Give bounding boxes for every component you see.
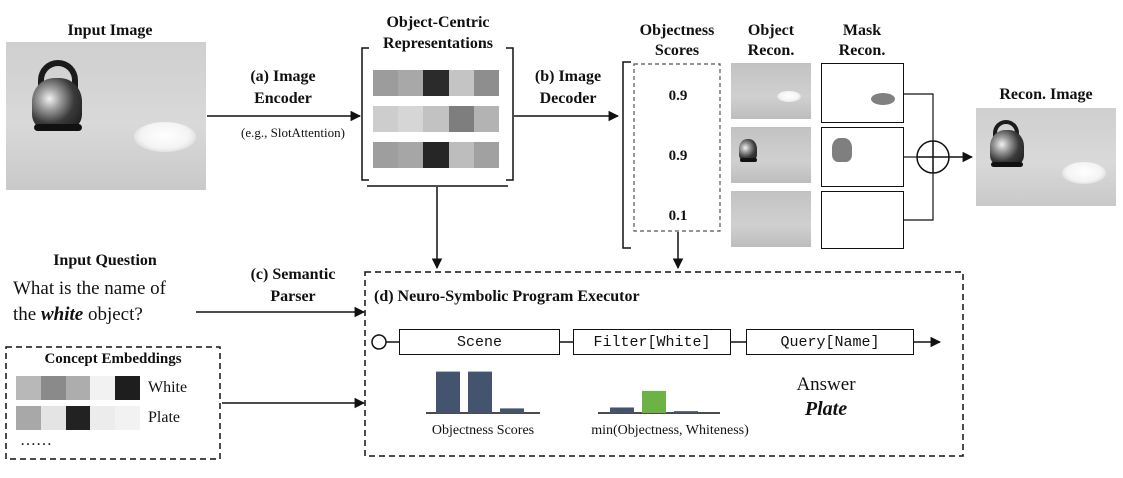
concept-label-white: White <box>148 379 188 396</box>
program-start-node <box>371 334 387 350</box>
objectness-dashed-box <box>633 63 721 232</box>
object-recon-1 <box>731 63 811 119</box>
image-encoder-label-2: Encoder <box>254 90 312 107</box>
mask-recon-1 <box>821 63 904 123</box>
objectness-bracket <box>622 61 631 249</box>
bar-chart-1-caption: Objectness Scores <box>431 423 535 438</box>
objectness-score-2: 0.9 <box>668 148 688 164</box>
semantic-parser-label-1: (c) Semantic <box>250 266 336 283</box>
question-line-1: What is the name of <box>13 278 167 299</box>
program-step-scene: Scene <box>399 329 560 355</box>
program-step-filter: Filter[White] <box>573 329 731 355</box>
concept-embeddings-box <box>5 346 221 460</box>
object-recon-label-1: Object <box>747 22 795 39</box>
mask-recon-2 <box>821 127 904 187</box>
concept-embeddings-title: Concept Embeddings <box>44 351 182 367</box>
executor-box <box>364 271 964 457</box>
mask-recon-label-2: Recon. <box>838 42 886 59</box>
concept-label-plate: Plate <box>148 409 180 426</box>
object-recon-2 <box>731 127 811 183</box>
input-image <box>6 42 206 190</box>
mask-recon-3 <box>821 191 904 249</box>
concept-more: …… <box>20 432 52 449</box>
bar-marks <box>436 371 698 413</box>
objectness-label-2: Scores <box>654 42 700 59</box>
representations-bracket-right <box>506 47 514 181</box>
objectness-score-1: 0.9 <box>668 88 688 104</box>
bar-chart-1-bar-1 <box>436 371 460 413</box>
bar-chart-2-caption: min(Objectness, Whiteness) <box>591 423 749 438</box>
executor-title: (d) Neuro-Symbolic Program Executor <box>374 288 640 305</box>
bar-chart-2-bar-1 <box>610 407 634 413</box>
mask-recon-label-1: Mask <box>842 22 882 39</box>
semantic-parser-label-2: Parser <box>270 288 316 305</box>
concept-vector-white <box>16 376 140 400</box>
object-centric-label-1: Object-Centric <box>386 14 490 31</box>
objectness-label-1: Objectness <box>639 22 715 39</box>
objectness-score-3: 0.1 <box>668 208 688 224</box>
input-question-label: Input Question <box>53 252 157 269</box>
image-encoder-label-1: (a) Image <box>250 68 316 85</box>
bar-chart-2-bar-2 <box>642 390 666 413</box>
program-step-query: Query[Name] <box>746 329 914 355</box>
concept-vector-plate <box>16 406 140 430</box>
image-encoder-example: (e.g., SlotAttention) <box>241 125 345 140</box>
bar-chart-2-bar-3 <box>674 411 698 413</box>
input-image-label: Input Image <box>67 22 153 39</box>
question-line-2: the white object? <box>13 304 143 325</box>
representations-bracket-left <box>361 47 369 181</box>
bar-chart-1-bar-3 <box>500 408 524 413</box>
image-decoder-label-1: (b) Image <box>534 68 602 85</box>
object-centric-label-2: Representations <box>383 35 493 52</box>
slot-vector-1 <box>373 70 500 96</box>
recon-image <box>976 108 1116 206</box>
slot-vector-3 <box>373 142 500 168</box>
slot-vector-2 <box>373 106 500 132</box>
recon-image-label: Recon. Image <box>999 86 1093 103</box>
bar-chart-1-bar-2 <box>468 371 492 413</box>
object-recon-3 <box>731 191 811 247</box>
answer-value: Plate <box>804 398 848 420</box>
object-recon-label-2: Recon. <box>747 42 795 59</box>
answer-label: Answer <box>796 374 856 395</box>
image-decoder-label-2: Decoder <box>539 90 597 107</box>
